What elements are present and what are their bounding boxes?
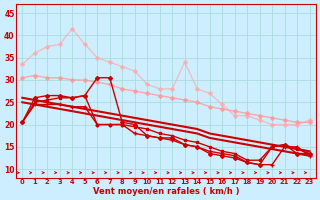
X-axis label: Vent moyen/en rafales ( km/h ): Vent moyen/en rafales ( km/h ): [93, 187, 239, 196]
